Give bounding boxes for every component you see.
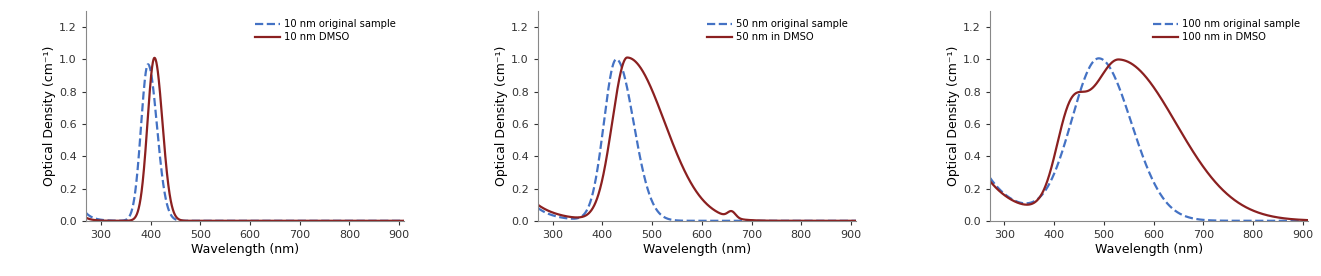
Y-axis label: Optical Density (cm⁻¹): Optical Density (cm⁻¹) (44, 46, 57, 186)
50 nm original sample (839, 219, 855, 222)
10 nm original sample (94, 218, 110, 222)
100 nm original sample (1091, 57, 1107, 60)
50 nm in DMSO (530, 203, 546, 206)
100 nm in DMSO (982, 179, 997, 182)
Legend: 100 nm original sample, 100 nm in DMSO: 100 nm original sample, 100 nm in DMSO (1149, 16, 1303, 45)
100 nm in DMSO (1128, 65, 1144, 69)
100 nm in DMSO (997, 195, 1013, 198)
10 nm original sample (387, 219, 403, 222)
50 nm original sample (848, 219, 864, 222)
Line: 50 nm original sample: 50 nm original sample (538, 59, 856, 221)
100 nm original sample (1300, 219, 1316, 222)
10 nm original sample (140, 63, 156, 66)
Legend: 10 nm original sample, 10 nm DMSO: 10 nm original sample, 10 nm DMSO (252, 16, 399, 45)
100 nm original sample (997, 193, 1013, 197)
Line: 100 nm in DMSO: 100 nm in DMSO (989, 59, 1308, 220)
X-axis label: Wavelength (nm): Wavelength (nm) (643, 243, 750, 256)
10 nm original sample (225, 219, 240, 222)
50 nm original sample (530, 206, 546, 209)
50 nm in DMSO (684, 184, 700, 187)
10 nm DMSO (147, 56, 162, 60)
10 nm DMSO (329, 219, 345, 222)
10 nm original sample (329, 219, 345, 222)
10 nm original sample (78, 211, 94, 214)
100 nm in DMSO (1232, 202, 1248, 206)
10 nm DMSO (94, 219, 110, 222)
100 nm original sample (982, 176, 997, 179)
50 nm original sample (546, 214, 561, 217)
10 nm DMSO (232, 219, 248, 222)
50 nm in DMSO (839, 219, 855, 222)
10 nm DMSO (78, 216, 94, 219)
Y-axis label: Optical Density (cm⁻¹): Optical Density (cm⁻¹) (495, 46, 509, 186)
10 nm DMSO (396, 219, 412, 222)
100 nm original sample (1291, 219, 1306, 222)
100 nm original sample (1232, 219, 1248, 222)
100 nm in DMSO (1291, 218, 1306, 221)
100 nm in DMSO (1291, 218, 1306, 221)
10 nm original sample (232, 219, 248, 222)
50 nm in DMSO (546, 211, 561, 215)
Line: 10 nm DMSO: 10 nm DMSO (86, 58, 404, 221)
Y-axis label: Optical Density (cm⁻¹): Optical Density (cm⁻¹) (947, 46, 960, 186)
100 nm original sample (1136, 159, 1152, 162)
10 nm original sample (396, 219, 412, 222)
Line: 10 nm original sample: 10 nm original sample (86, 64, 404, 221)
Legend: 50 nm original sample, 50 nm in DMSO: 50 nm original sample, 50 nm in DMSO (704, 16, 851, 45)
50 nm original sample (684, 219, 700, 222)
50 nm in DMSO (839, 219, 855, 222)
10 nm original sample (387, 219, 403, 222)
X-axis label: Wavelength (nm): Wavelength (nm) (1095, 243, 1202, 256)
100 nm original sample (1128, 135, 1144, 139)
50 nm in DMSO (620, 56, 635, 59)
50 nm in DMSO (848, 219, 864, 222)
50 nm in DMSO (676, 168, 692, 172)
10 nm DMSO (387, 219, 403, 222)
100 nm in DMSO (1300, 219, 1316, 222)
10 nm DMSO (387, 219, 403, 222)
50 nm original sample (839, 219, 855, 222)
50 nm original sample (609, 58, 625, 61)
X-axis label: Wavelength (nm): Wavelength (nm) (192, 243, 299, 256)
100 nm in DMSO (1111, 58, 1127, 61)
100 nm original sample (1291, 219, 1306, 222)
50 nm in DMSO (781, 219, 797, 222)
Line: 50 nm in DMSO: 50 nm in DMSO (538, 57, 856, 221)
50 nm original sample (781, 219, 797, 222)
50 nm original sample (676, 219, 692, 222)
Line: 100 nm original sample: 100 nm original sample (989, 58, 1308, 221)
10 nm DMSO (225, 219, 240, 222)
100 nm in DMSO (1136, 74, 1152, 77)
